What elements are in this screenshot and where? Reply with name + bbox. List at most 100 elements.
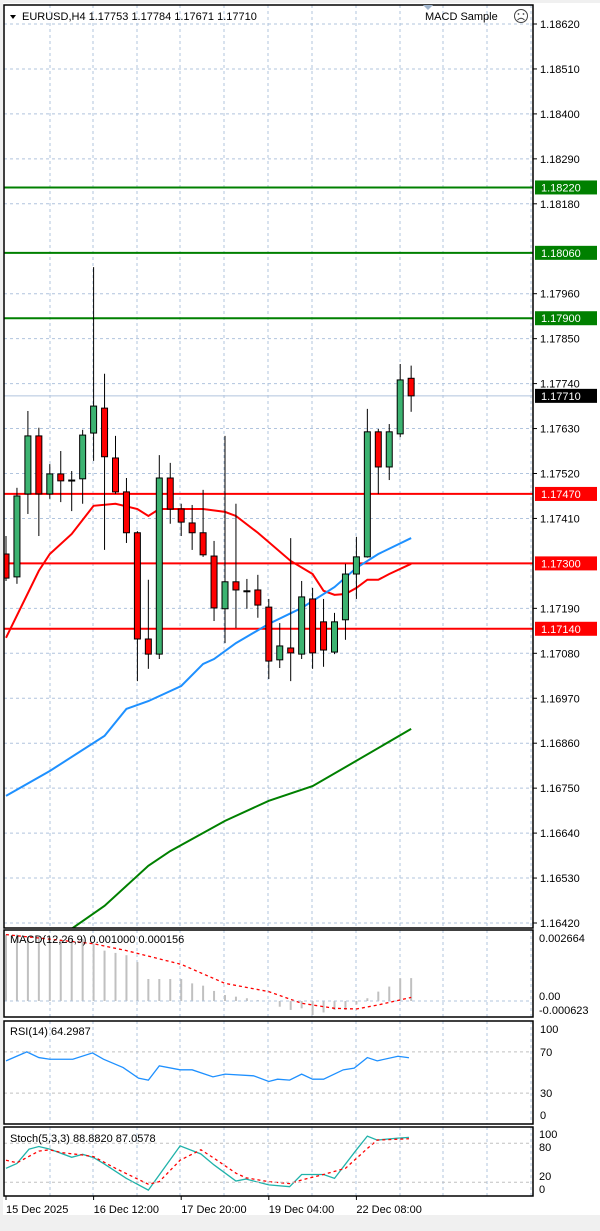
stoch-series [5, 1135, 409, 1191]
candle-body-bear [254, 589, 262, 606]
candle-body-bear [287, 647, 295, 654]
y-tick-label: 1.16860 [540, 738, 580, 750]
level-price-label: 1.17900 [541, 313, 581, 325]
candle [133, 531, 141, 682]
candle-body-bear [407, 377, 415, 397]
candle-body-bear [122, 491, 130, 534]
level-price-badge [535, 486, 597, 501]
candle [144, 579, 152, 669]
level-price-badge [535, 245, 597, 260]
candle [68, 471, 76, 512]
y-tick-label: 1.18510 [540, 64, 580, 76]
candle-body-bear [177, 508, 185, 523]
candle [122, 477, 130, 543]
candle [79, 429, 87, 504]
candle [276, 623, 284, 669]
level-price-label: 1.17140 [541, 624, 581, 636]
candle-body-bear [232, 581, 240, 591]
candle [232, 503, 240, 628]
stoch-y-tick-label: 20 [539, 1171, 551, 1183]
y-tick-label: 1.16970 [540, 693, 580, 705]
stoch-y-tick-label: 80 [539, 1142, 551, 1154]
macd-title: MACD(12,26,9) 0.001000 0.000156 [10, 934, 184, 946]
candle [385, 424, 393, 481]
candle [155, 455, 163, 660]
candle [4, 536, 10, 581]
candle [24, 410, 32, 514]
y-tick-label: 1.17850 [540, 334, 580, 346]
rsi-series [5, 1051, 410, 1083]
candle-body-bear [35, 435, 43, 495]
candle [35, 427, 43, 537]
candle-body-bull [79, 434, 87, 480]
level-price-label: 1.17300 [541, 558, 581, 570]
candle-body-bear [133, 532, 141, 640]
candle [166, 462, 174, 524]
level-price-badge [535, 621, 597, 636]
y-tick-label: 1.16420 [540, 918, 580, 930]
candle [177, 503, 185, 537]
candle [265, 598, 273, 680]
candle [374, 428, 382, 494]
macd-pane-border[interactable] [3, 929, 534, 1018]
candle [101, 373, 109, 550]
y-tick-label: 1.18400 [540, 109, 580, 121]
candle-body-bear [188, 522, 196, 534]
candle [407, 365, 415, 412]
candle-body-bear [199, 532, 207, 556]
candle-body-bear [309, 598, 317, 654]
candle-body-bear [68, 479, 76, 482]
candle-body-bear [112, 457, 119, 493]
level-price-badge [535, 180, 597, 195]
moving-average-line-ma_mid [5, 537, 412, 797]
candle-body-bull [221, 581, 229, 610]
y-tick-label: 1.18620 [540, 19, 580, 31]
candle-body-bear [57, 473, 65, 482]
candle-body-bull [13, 495, 21, 578]
symbol-ohlc-header: EURUSD,H4 1.17753 1.17784 1.17671 1.1771… [22, 11, 257, 23]
y-tick-label: 1.18180 [540, 199, 580, 211]
expert-advisor-label[interactable]: MACD Sample [425, 11, 498, 23]
candle [298, 580, 306, 660]
y-tick-label: 1.16640 [540, 828, 580, 840]
y-tick-label: 1.16530 [540, 873, 580, 885]
y-tick-label: 1.17740 [540, 379, 580, 391]
candle-body-bear [265, 606, 273, 662]
candle-body-bull [298, 596, 306, 655]
candle-body-bear [210, 555, 218, 609]
rsi-pane-border[interactable] [3, 1020, 534, 1125]
candle [210, 540, 218, 622]
rsi-title: RSI(14) 64.2987 [10, 1026, 91, 1038]
candle-body-bull [24, 435, 32, 495]
candle [90, 267, 98, 461]
stoch-signal-line [5, 1138, 409, 1185]
main-pane-border[interactable] [3, 4, 534, 929]
candle-body-bull [276, 645, 284, 661]
level-price-badge [535, 311, 597, 326]
candle-body-bear [243, 590, 251, 593]
candle [309, 587, 317, 669]
moving-average-line-ma_slow [71, 728, 412, 928]
candle-body-bear [144, 638, 152, 655]
level-price-label: 1.18220 [541, 182, 581, 194]
macd-signal-line [5, 933, 412, 1010]
candle [396, 363, 404, 438]
level-price-badge [535, 556, 597, 571]
rsi-y-tick-label: 70 [540, 1047, 552, 1059]
candle-body-bull [90, 405, 98, 434]
current-price-badge [535, 388, 597, 403]
candle [352, 536, 360, 599]
dropdown-triangle-icon[interactable] [10, 15, 16, 19]
x-tick-label: 15 Dec 2025 [6, 1204, 68, 1216]
candle [363, 408, 371, 558]
bottom-frame [0, 1217, 600, 1231]
candle [57, 451, 65, 503]
y-tick-label: 1.17080 [540, 648, 580, 660]
macd-y-tick-label: 0.002664 [539, 933, 585, 945]
y-tick-label: 1.17520 [540, 469, 580, 481]
rsi-y-tick-label: 30 [540, 1088, 552, 1100]
level-price-label: 1.18060 [541, 248, 581, 260]
shift-marker-icon[interactable] [423, 5, 433, 10]
